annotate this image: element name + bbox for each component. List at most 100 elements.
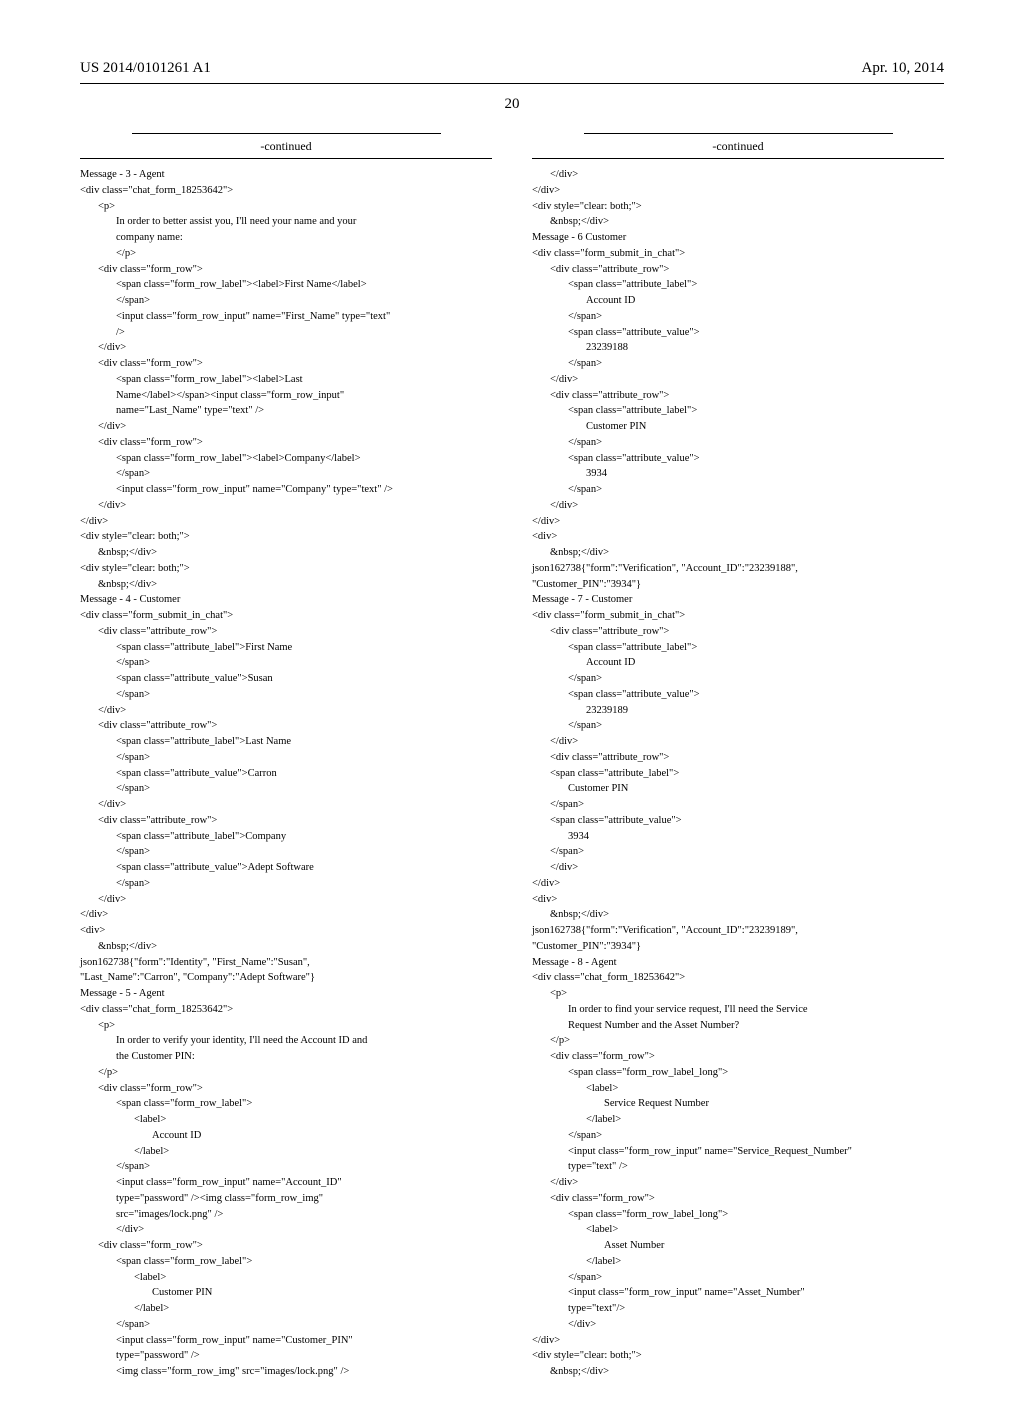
code-line: </div> — [532, 167, 944, 183]
code-line: <span class="attribute_value">Susan — [80, 671, 492, 687]
code-line: </div> — [532, 183, 944, 199]
code-line: <input class="form_row_input" name="Cust… — [80, 1333, 492, 1349]
code-line: In order to better assist you, I'll need… — [80, 214, 492, 230]
code-line: /> — [80, 325, 492, 341]
code-line: Message - 7 - Customer — [532, 592, 944, 608]
code-line: </div> — [532, 1333, 944, 1349]
code-line: <div class="form_row"> — [80, 356, 492, 372]
code-line: <span class="attribute_value">Adept Soft… — [80, 860, 492, 876]
code-line: json162738{"form":"Verification", "Accou… — [532, 561, 944, 577]
code-line: </span> — [532, 718, 944, 734]
continued-rule-bot — [80, 158, 492, 159]
code-line: <div> — [80, 923, 492, 939]
code-line: <div class="form_row"> — [532, 1049, 944, 1065]
patent-page: US 2014/0101261 A1 Apr. 10, 2014 20 -con… — [0, 0, 1024, 1420]
code-line: <label> — [532, 1081, 944, 1097]
code-line: </span> — [80, 1317, 492, 1333]
code-line: Message - 8 - Agent — [532, 955, 944, 971]
code-line: <span class="attribute_label">First Name — [80, 640, 492, 656]
code-line: <div class="form_submit_in_chat"> — [532, 608, 944, 624]
code-line: 23239188 — [532, 340, 944, 356]
code-line: </div> — [532, 372, 944, 388]
code-line: <span class="form_row_label"> — [80, 1096, 492, 1112]
code-line: </div> — [80, 907, 492, 923]
code-line: <div class="attribute_row"> — [80, 718, 492, 734]
code-line: <div class="form_row"> — [80, 435, 492, 451]
code-line: </div> — [80, 703, 492, 719]
code-line: <span class="attribute_label"> — [532, 277, 944, 293]
right-column: -continued </div></div><div style="clear… — [532, 133, 944, 1380]
code-line: </span> — [80, 466, 492, 482]
code-line: company name: — [80, 230, 492, 246]
code-line: <div class="chat_form_18253642"> — [532, 970, 944, 986]
continued-label: -continued — [532, 137, 944, 155]
code-line: <div style="clear: both;"> — [532, 1348, 944, 1364]
code-line: &nbsp;</div> — [80, 577, 492, 593]
code-line: </div> — [532, 1317, 944, 1333]
code-line: <span class="attribute_label"> — [532, 640, 944, 656]
code-line: Message - 3 - Agent — [80, 167, 492, 183]
code-line: <span class="form_row_label"><label>Firs… — [80, 277, 492, 293]
code-line: Message - 4 - Customer — [80, 592, 492, 608]
code-line: </p> — [80, 246, 492, 262]
code-line: <span class="attribute_label"> — [532, 766, 944, 782]
code-line: <div class="form_submit_in_chat"> — [80, 608, 492, 624]
code-line: <div class="attribute_row"> — [80, 813, 492, 829]
code-line: <label> — [532, 1222, 944, 1238]
code-line: type="password" /><img class="form_row_i… — [80, 1191, 492, 1207]
code-line: </div> — [80, 514, 492, 530]
code-line: <div class="form_submit_in_chat"> — [532, 246, 944, 262]
code-line: <span class="attribute_value"> — [532, 813, 944, 829]
code-line: <div class="attribute_row"> — [532, 388, 944, 404]
code-line: <div class="attribute_row"> — [532, 624, 944, 640]
code-line: <div class="attribute_row"> — [532, 750, 944, 766]
publication-date: Apr. 10, 2014 — [862, 60, 945, 77]
code-line: </span> — [532, 356, 944, 372]
code-line: <label> — [80, 1270, 492, 1286]
code-line: <input class="form_row_input" name="Comp… — [80, 482, 492, 498]
code-line: &nbsp;</div> — [80, 545, 492, 561]
code-line: </span> — [80, 293, 492, 309]
code-line: </span> — [532, 482, 944, 498]
code-line: In order to find your service request, I… — [532, 1002, 944, 1018]
code-line: type="password" /> — [80, 1348, 492, 1364]
code-line: </p> — [532, 1033, 944, 1049]
code-line: <div class="chat_form_18253642"> — [80, 183, 492, 199]
code-line: <span class="form_row_label"> — [80, 1254, 492, 1270]
code-line: &nbsp;</div> — [80, 939, 492, 955]
code-line: Customer PIN — [532, 781, 944, 797]
code-line: </span> — [80, 750, 492, 766]
code-line: Request Number and the Asset Number? — [532, 1018, 944, 1034]
code-line: </span> — [80, 655, 492, 671]
code-line: <span class="form_row_label_long"> — [532, 1207, 944, 1223]
code-line: <div class="form_row"> — [80, 1081, 492, 1097]
code-line: Name</label></span><input class="form_ro… — [80, 388, 492, 404]
code-line: <div> — [532, 529, 944, 545]
code-line: </div> — [532, 1175, 944, 1191]
code-line: <span class="attribute_value">Carron — [80, 766, 492, 782]
code-line: <input class="form_row_input" name="Serv… — [532, 1144, 944, 1160]
code-line: the Customer PIN: — [80, 1049, 492, 1065]
code-line: json162738{"form":"Verification", "Accou… — [532, 923, 944, 939]
code-line: "Last_Name":"Carron", "Company":"Adept S… — [80, 970, 492, 986]
code-line: <div class="form_row"> — [80, 262, 492, 278]
left-column: -continued Message - 3 - Agent<div class… — [80, 133, 492, 1380]
code-line: </span> — [532, 435, 944, 451]
code-line: </div> — [80, 419, 492, 435]
code-line: </label> — [80, 1301, 492, 1317]
code-line: </span> — [80, 1159, 492, 1175]
publication-number: US 2014/0101261 A1 — [80, 60, 211, 77]
code-line: </label> — [532, 1254, 944, 1270]
code-line: Service Request Number — [532, 1096, 944, 1112]
code-line: name="Last_Name" type="text" /> — [80, 403, 492, 419]
code-line: type="text"/> — [532, 1301, 944, 1317]
code-line: </div> — [80, 797, 492, 813]
code-line: </span> — [80, 844, 492, 860]
code-line: <p> — [80, 199, 492, 215]
code-line: Customer PIN — [80, 1285, 492, 1301]
code-line: <div class="attribute_row"> — [80, 624, 492, 640]
code-line: </span> — [80, 687, 492, 703]
continued-rule-bot — [532, 158, 944, 159]
code-line: </span> — [532, 309, 944, 325]
code-line: &nbsp;</div> — [532, 545, 944, 561]
